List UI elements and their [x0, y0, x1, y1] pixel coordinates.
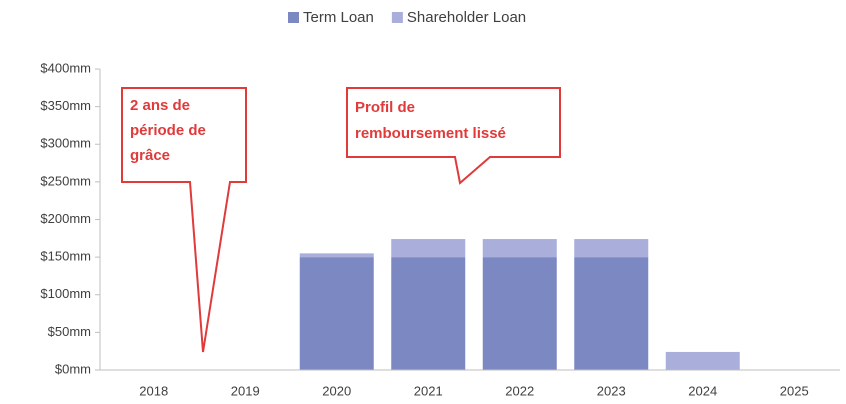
bar [299, 257, 374, 370]
callout-box [346, 87, 561, 185]
y-tick-label: $350mm [40, 98, 91, 113]
x-tick-label: 2023 [597, 383, 626, 398]
y-tick-label: $0mm [55, 361, 91, 376]
legend-swatch [391, 12, 403, 23]
bar [391, 257, 466, 370]
legend-swatch [288, 12, 299, 23]
annotation: période de [130, 122, 206, 139]
y-tick-label: $300mm [40, 136, 91, 151]
bar [391, 239, 466, 258]
annotation: Profil de [355, 99, 415, 116]
bar [299, 253, 374, 258]
x-tick-label: 2019 [231, 383, 260, 398]
x-tick-label: 2021 [414, 383, 443, 398]
callout-box [121, 87, 247, 353]
y-tick-label: $50mm [48, 324, 91, 339]
bar [482, 257, 557, 370]
x-tick-label: 2025 [780, 383, 809, 398]
x-tick-label: 2018 [139, 383, 168, 398]
x-tick-label: 2024 [688, 383, 717, 398]
annotation: grâce [130, 147, 170, 164]
annotation: 2 ans de [130, 97, 190, 114]
bar [665, 351, 740, 370]
y-tick-label: $250mm [40, 173, 91, 188]
legend-label: Shareholder Loan [407, 9, 526, 26]
y-tick-label: $150mm [40, 249, 91, 264]
legend-label: Term Loan [303, 9, 374, 26]
y-tick-label: $200mm [40, 211, 91, 226]
x-tick-label: 2020 [322, 383, 351, 398]
y-tick-label: $400mm [40, 60, 91, 75]
annotation: remboursement lissé [355, 125, 506, 142]
y-tick-label: $100mm [40, 286, 91, 301]
bar [482, 239, 557, 258]
bar [574, 239, 649, 258]
bar [574, 257, 649, 370]
x-tick-label: 2022 [505, 383, 534, 398]
